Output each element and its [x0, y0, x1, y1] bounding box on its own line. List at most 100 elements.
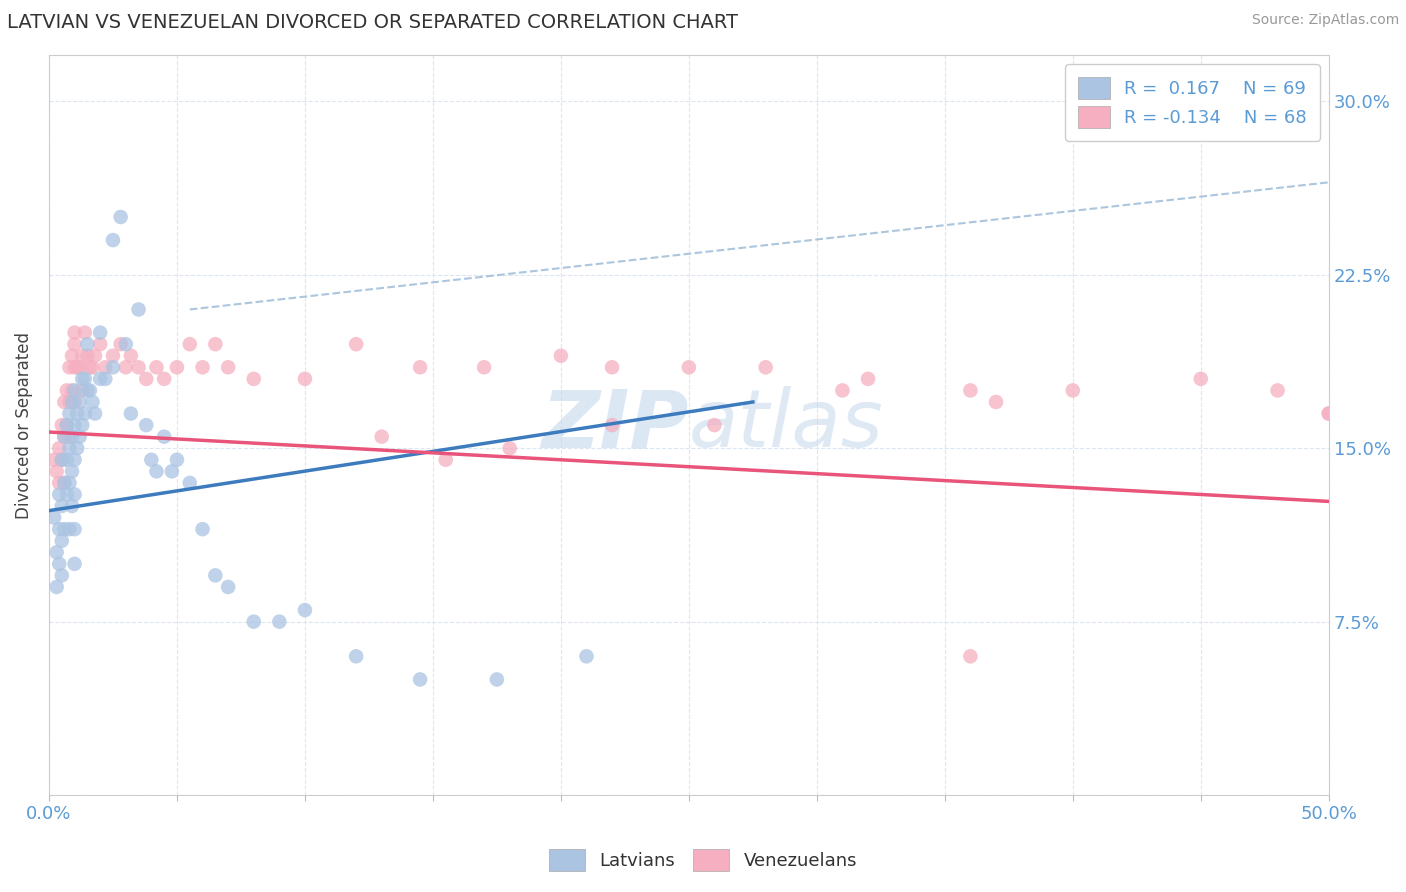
Point: [48, 441, 70, 455]
Point: [94, 372, 117, 386]
Point: [48, 475, 70, 490]
Point: [101, 360, 124, 375]
Point: [959, 384, 981, 398]
Point: [294, 603, 316, 617]
Point: [434, 452, 457, 467]
Point: [70, 372, 93, 386]
Point: [101, 233, 124, 247]
Point: [82, 395, 104, 409]
Point: [79, 360, 101, 375]
Legend: Latvians, Venezuelans: Latvians, Venezuelans: [541, 842, 865, 879]
Point: [1317, 407, 1340, 421]
Point: [51, 499, 73, 513]
Point: [48, 522, 70, 536]
Point: [179, 475, 201, 490]
Point: [145, 464, 167, 478]
Point: [76, 384, 98, 398]
Point: [58, 441, 80, 455]
Point: [485, 673, 508, 687]
Point: [73, 372, 96, 386]
Point: [66, 407, 89, 421]
Text: atlas: atlas: [689, 386, 883, 464]
Point: [242, 372, 264, 386]
Point: [600, 360, 623, 375]
Point: [153, 372, 176, 386]
Point: [60, 349, 83, 363]
Point: [409, 360, 432, 375]
Point: [120, 349, 142, 363]
Point: [82, 360, 104, 375]
Point: [145, 360, 167, 375]
Point: [128, 302, 150, 317]
Point: [101, 349, 124, 363]
Point: [63, 326, 86, 340]
Point: [166, 452, 188, 467]
Point: [76, 349, 98, 363]
Point: [58, 395, 80, 409]
Point: [42, 510, 65, 524]
Point: [294, 372, 316, 386]
Point: [755, 360, 778, 375]
Point: [48, 487, 70, 501]
Point: [58, 360, 80, 375]
Point: [63, 418, 86, 433]
Point: [242, 615, 264, 629]
Point: [179, 337, 201, 351]
Point: [959, 649, 981, 664]
Point: [110, 337, 132, 351]
Point: [94, 360, 117, 375]
Point: [472, 360, 495, 375]
Point: [60, 430, 83, 444]
Point: [63, 384, 86, 398]
Point: [63, 337, 86, 351]
Point: [56, 418, 79, 433]
Point: [60, 464, 83, 478]
Point: [53, 430, 76, 444]
Point: [70, 418, 93, 433]
Point: [135, 418, 157, 433]
Point: [58, 407, 80, 421]
Point: [56, 487, 79, 501]
Point: [89, 337, 111, 351]
Point: [204, 337, 226, 351]
Point: [63, 395, 86, 409]
Point: [89, 326, 111, 340]
Point: [56, 452, 79, 467]
Point: [73, 326, 96, 340]
Point: [70, 349, 93, 363]
Point: [110, 210, 132, 224]
Point: [120, 407, 142, 421]
Point: [51, 452, 73, 467]
Point: [66, 441, 89, 455]
Point: [89, 372, 111, 386]
Point: [63, 487, 86, 501]
Point: [409, 673, 432, 687]
Point: [141, 452, 163, 467]
Point: [984, 395, 1007, 409]
Point: [217, 580, 239, 594]
Point: [191, 360, 214, 375]
Point: [600, 418, 623, 433]
Point: [1317, 407, 1340, 421]
Point: [56, 418, 79, 433]
Point: [575, 649, 598, 664]
Point: [217, 360, 239, 375]
Point: [53, 522, 76, 536]
Point: [51, 418, 73, 433]
Point: [58, 522, 80, 536]
Point: [63, 557, 86, 571]
Point: [1062, 384, 1084, 398]
Point: [703, 418, 725, 433]
Point: [60, 499, 83, 513]
Point: [191, 522, 214, 536]
Point: [166, 360, 188, 375]
Text: Source: ZipAtlas.com: Source: ZipAtlas.com: [1251, 13, 1399, 28]
Point: [60, 384, 83, 398]
Point: [48, 557, 70, 571]
Point: [53, 430, 76, 444]
Point: [63, 452, 86, 467]
Text: LATVIAN VS VENEZUELAN DIVORCED OR SEPARATED CORRELATION CHART: LATVIAN VS VENEZUELAN DIVORCED OR SEPARA…: [7, 13, 738, 32]
Point: [1189, 372, 1212, 386]
Y-axis label: Divorced or Separated: Divorced or Separated: [15, 332, 32, 518]
Point: [60, 395, 83, 409]
